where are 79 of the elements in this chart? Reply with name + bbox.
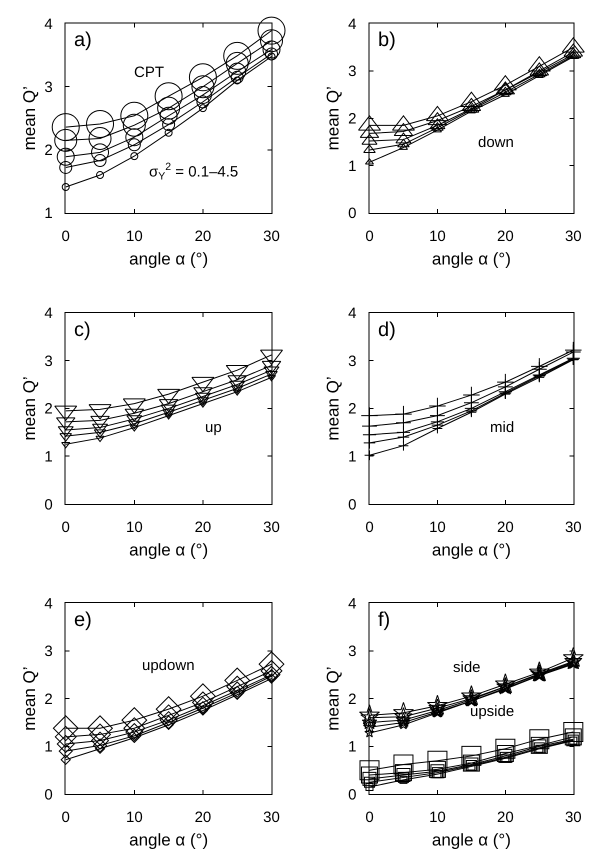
x-tick-label: 10	[429, 809, 446, 826]
chart-title: f)	[378, 609, 390, 631]
y-tick-label: 1	[348, 158, 356, 175]
x-axis-title: angle α (°)	[432, 540, 511, 560]
x-tick-label: 20	[497, 519, 514, 536]
chart-title: b)	[378, 29, 396, 51]
y-tick-label: 1	[348, 738, 356, 756]
annotation: down	[478, 134, 514, 151]
x-tick-label: 10	[429, 519, 446, 536]
y-axis-title: mean Q’	[324, 666, 343, 731]
x-axis-title: angle α (°)	[129, 249, 208, 268]
y-axis-title: mean Q’	[324, 86, 343, 150]
x-axis-title: angle α (°)	[129, 830, 208, 850]
x-axis-title: angle α (°)	[432, 830, 511, 850]
y-tick-label: 1	[44, 205, 53, 222]
y-tick-label: 1	[44, 448, 53, 466]
y-tick-label: 4	[44, 305, 53, 322]
y-tick-label: 3	[44, 352, 53, 370]
x-tick-label: 30	[564, 519, 582, 536]
x-tick-label: 30	[263, 519, 280, 536]
y-axis-title: mean Q’	[324, 376, 343, 441]
y-tick-label: 3	[348, 63, 356, 80]
annotation: CPT	[134, 64, 164, 81]
y-axis-title: mean Q’	[20, 376, 39, 441]
y-tick-label: 0	[348, 786, 356, 804]
y-tick-label: 2	[44, 400, 53, 418]
x-tick-label: 30	[263, 809, 280, 826]
y-tick-label: 0	[348, 496, 356, 514]
annotation: mid	[490, 419, 514, 436]
x-axis-title: angle α (°)	[129, 540, 208, 560]
y-tick-label: 2	[348, 110, 356, 128]
y-tick-label: 2	[348, 690, 356, 708]
chart-title: c)	[74, 319, 91, 341]
x-tick-label: 20	[194, 809, 212, 826]
y-tick-label: 4	[348, 16, 356, 33]
x-tick-label: 10	[429, 228, 446, 245]
y-axis-title: mean Q’	[20, 86, 39, 150]
x-tick-label: 0	[365, 519, 374, 536]
x-tick-label: 20	[497, 809, 514, 826]
x-tick-label: 30	[564, 809, 582, 826]
annotation: upside	[470, 703, 514, 720]
y-tick-label: 0	[44, 786, 53, 804]
y-tick-label: 4	[44, 595, 53, 612]
annotation: σ$_{Y}$$^{2}$ = 0.1–4.5	[149, 161, 238, 182]
y-tick-label: 1	[44, 738, 53, 756]
y-tick-label: 2	[44, 690, 53, 708]
x-tick-label: 30	[564, 228, 582, 245]
y-tick-label: 3	[44, 643, 53, 660]
y-tick-label: 4	[348, 305, 356, 322]
y-tick-label: 0	[44, 496, 53, 514]
y-tick-label: 3	[348, 643, 356, 660]
x-axis-title: angle α (°)	[432, 249, 511, 268]
x-tick-label: 20	[194, 519, 212, 536]
chart-title: d)	[378, 319, 396, 341]
y-tick-label: 2	[44, 142, 53, 160]
y-tick-label: 2	[348, 400, 356, 418]
chart-title: a)	[74, 29, 92, 51]
annotation: updown	[142, 657, 195, 674]
y-tick-label: 1	[348, 448, 356, 466]
y-tick-label: 3	[348, 352, 356, 370]
y-tick-label: 0	[348, 205, 356, 222]
y-axis-title: mean Q’	[20, 666, 39, 731]
annotation: side	[453, 659, 481, 676]
x-tick-label: 20	[194, 228, 212, 245]
x-tick-label: 20	[497, 228, 514, 245]
x-tick-label: 0	[365, 809, 374, 826]
x-tick-label: 0	[62, 519, 70, 536]
y-tick-label: 4	[348, 595, 356, 612]
y-tick-label: 4	[44, 16, 53, 33]
x-tick-label: 10	[126, 809, 143, 826]
x-tick-label: 0	[365, 228, 374, 245]
chart-title: e)	[74, 609, 92, 631]
x-tick-label: 30	[263, 228, 280, 245]
y-tick-label: 3	[44, 78, 53, 96]
x-tick-label: 10	[126, 519, 143, 536]
annotation: up	[205, 419, 222, 436]
x-tick-label: 0	[62, 228, 70, 245]
x-tick-label: 0	[62, 809, 70, 826]
x-tick-label: 10	[126, 228, 143, 245]
